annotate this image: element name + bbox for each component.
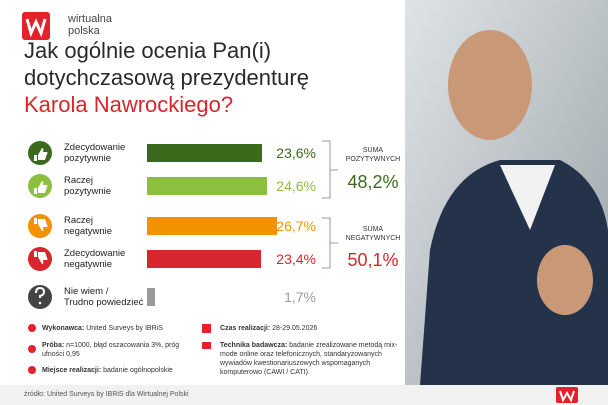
value-label: 23,4%: [276, 251, 316, 267]
method-key: Miejsce realizacji:: [42, 367, 102, 374]
brackets: [322, 140, 338, 269]
source: źródło: United Surveys by IBRiS dla Wirt…: [24, 391, 189, 398]
method-key: Czas realizacji:: [220, 325, 271, 332]
photo-hand: [537, 245, 593, 315]
footer-logo-mark: [559, 390, 575, 403]
category-label: Zdecydowanie negatywnie: [64, 248, 126, 270]
method-item: Miejsce realizacji: badanie ogólnopolski…: [42, 366, 192, 375]
method-text: n=1000, błąd oszacowania 3%, próg ufnośc…: [42, 342, 180, 358]
category-label: Nie wiem / Trudno powiedzieć: [64, 286, 144, 308]
value-label: 23,6%: [276, 145, 316, 161]
method-item: Próba: n=1000, błąd oszacowania 3%, próg…: [42, 341, 192, 359]
method-key: Technika badawcza:: [220, 342, 288, 349]
brand-line: polska: [68, 25, 100, 37]
category-label: Raczej negatywnie: [64, 215, 113, 237]
bar: [147, 288, 156, 306]
value-label: 1,7%: [284, 289, 316, 305]
logo: [22, 12, 50, 40]
summary-label: SUMA POZYTYWNYCH: [345, 147, 401, 163]
method-item: Wykonawca: United Surveys by IBRiS: [42, 324, 192, 333]
brand-line: wirtualna: [68, 13, 113, 25]
bar: [147, 217, 278, 235]
value-label: 26,7%: [276, 218, 316, 234]
photo-suit: [420, 160, 608, 385]
method-item: Technika badawcza: badanie zrealizowane …: [220, 341, 405, 377]
category-label: Raczej pozytywnie: [64, 175, 111, 197]
method-key: Wykonawca:: [42, 325, 85, 332]
title-highlight: Karola Nawrockiego?: [24, 92, 234, 117]
method-key: Próba:: [42, 342, 65, 349]
title: dotychczasową prezydenturę: [24, 65, 309, 90]
method-item: Czas realizacji: 28-29.05.2026: [220, 324, 405, 333]
bar: [147, 177, 267, 195]
logo-mark: [25, 18, 47, 38]
icons: [28, 141, 52, 309]
method-text: badanie ogólnopolskie: [103, 367, 173, 374]
summary-value: 50,1%: [347, 250, 399, 270]
brand: wirtualna polska: [68, 13, 112, 37]
summary-value: 48,2%: [347, 172, 399, 192]
category-label: Zdecydowanie pozytywnie: [64, 142, 126, 164]
photo-shirt: [500, 165, 555, 230]
footer-bar: [0, 385, 608, 405]
bar: [147, 250, 261, 268]
photo-head: [448, 30, 532, 140]
method-text: 28-29.05.2026: [272, 325, 318, 332]
summary-label: SUMA NEGATYWNYCH: [345, 226, 401, 242]
method-icons: [28, 324, 211, 374]
method-text: United Surveys by IBRiS: [86, 325, 163, 332]
value-label: 24,6%: [276, 178, 316, 194]
title: Jak ogólnie ocenia Pan(i): [24, 38, 272, 63]
bar: [147, 144, 262, 162]
method-text: badanie zrealizowane metodą mix-mode onl…: [220, 342, 398, 376]
